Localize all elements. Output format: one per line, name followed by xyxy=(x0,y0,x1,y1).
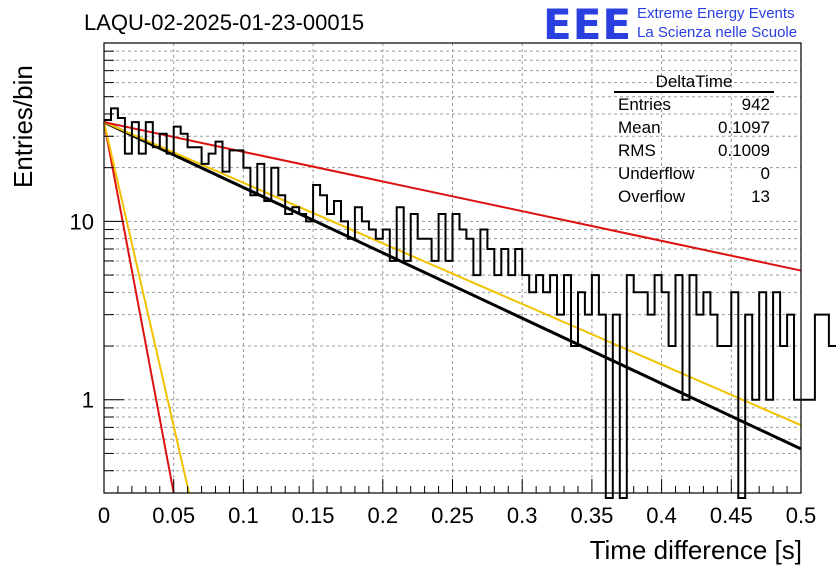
fit-line xyxy=(103,120,802,451)
x-tick-label: 0.2 xyxy=(368,503,399,528)
stats-row: Underflow 0 xyxy=(608,162,778,185)
chart-title: LAQU-02-2025-01-23-00015 xyxy=(84,10,365,35)
stats-label: Overflow xyxy=(618,187,686,206)
x-tick-label: 0 xyxy=(98,503,110,528)
stats-label: Mean xyxy=(618,118,661,137)
x-tick-label: 0.3 xyxy=(507,503,538,528)
stats-value: 942 xyxy=(741,95,770,114)
stats-label: Underflow xyxy=(618,164,695,183)
x-tick-label: 0.4 xyxy=(646,503,677,528)
stats-row: Mean 0.1097 xyxy=(608,116,778,139)
logo-caption: Extreme Energy Events La Scienza nelle S… xyxy=(637,4,797,42)
fit-line xyxy=(103,121,802,272)
x-tick-label: 0.05 xyxy=(152,503,195,528)
stats-label: Entries xyxy=(618,95,671,114)
stats-value: 13 xyxy=(751,187,770,206)
x-tick-label: 0.45 xyxy=(710,503,753,528)
logo-line-1: Extreme Energy Events xyxy=(637,5,795,22)
x-tick-label: 0.25 xyxy=(431,503,474,528)
stats-value: 0 xyxy=(760,164,770,183)
fit-line xyxy=(103,121,175,494)
stats-box: DeltaTime Entries 942 Mean 0.1097 RMS 0.100… xyxy=(608,72,778,208)
logo-line-2: La Scienza nelle Scuole xyxy=(637,24,798,41)
tick-labels: 0 0.05 0.1 0.15 0.2 0.25 0.3 0.35 0.4 0.45 0.5 1 10 xyxy=(70,209,817,528)
histogram-line xyxy=(104,107,836,499)
x-tick-label: 0.5 xyxy=(786,503,817,528)
x-tick-label: 0.15 xyxy=(292,503,335,528)
fit-line xyxy=(103,121,802,427)
eee-logo: EEE xyxy=(543,0,633,49)
axis-ticks xyxy=(103,50,802,494)
fit-line xyxy=(103,121,191,494)
y-axis-label: Entries/bin xyxy=(8,65,38,188)
x-tick-label: 0.35 xyxy=(570,503,613,528)
stats-label: RMS xyxy=(618,141,656,160)
stats-value: 0.1097 xyxy=(718,118,770,137)
stats-title: DeltaTime xyxy=(614,72,774,93)
x-tick-label: 0.1 xyxy=(228,503,259,528)
stats-value: 0.1009 xyxy=(718,141,770,160)
stats-row: Entries 942 xyxy=(608,93,778,116)
stats-row: RMS 0.1009 xyxy=(608,139,778,162)
y-tick-label: 1 xyxy=(82,388,94,413)
fit-curves xyxy=(103,120,802,494)
x-axis-label: Time difference [s] xyxy=(589,535,802,565)
y-tick-label: 10 xyxy=(70,209,94,234)
stats-row: Overflow 13 xyxy=(608,185,778,208)
histogram xyxy=(104,107,836,499)
